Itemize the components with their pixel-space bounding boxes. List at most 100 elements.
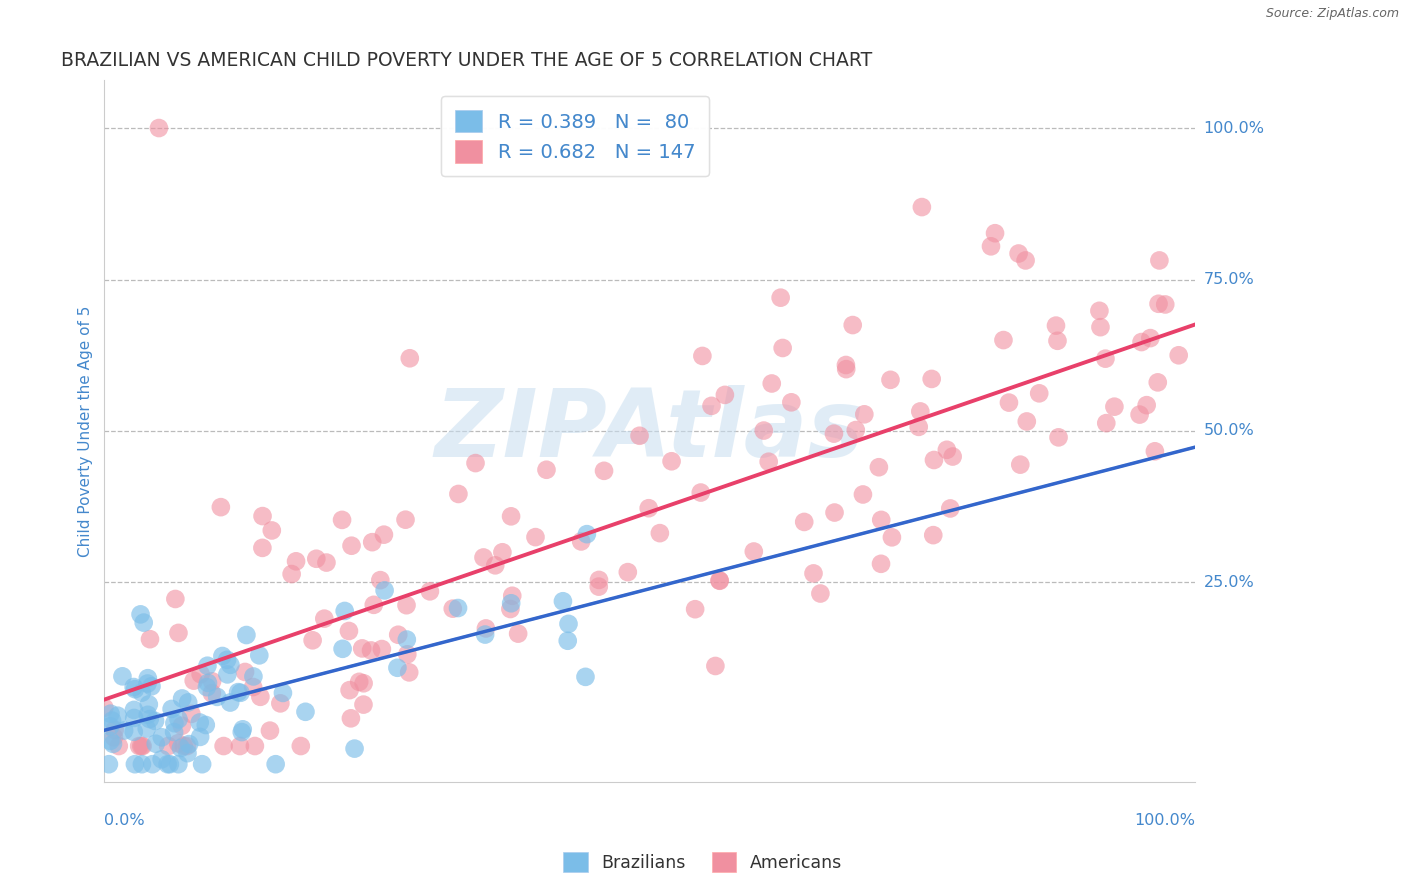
Point [231, 725, 253, 739]
Point [172, 691, 194, 706]
Point [211, 648, 233, 663]
Point [160, 702, 183, 716]
Point [145, 737, 167, 751]
Point [447, 601, 470, 615]
Point [1047, 430, 1070, 444]
Point [339, 683, 361, 698]
Point [575, 527, 598, 541]
Point [373, 527, 395, 541]
Point [183, 673, 205, 688]
Point [692, 349, 714, 363]
Point [180, 706, 202, 721]
Point [761, 376, 783, 391]
Point [163, 716, 186, 731]
Text: 25.0%: 25.0% [1204, 575, 1254, 590]
Point [803, 566, 825, 581]
Point [107, 739, 129, 753]
Point [157, 739, 180, 753]
Point [209, 500, 232, 515]
Point [419, 584, 441, 599]
Point [235, 628, 257, 642]
Text: 75.0%: 75.0% [1204, 272, 1254, 287]
Point [398, 665, 420, 680]
Text: 50.0%: 50.0% [1204, 424, 1254, 439]
Point [1045, 318, 1067, 333]
Point [536, 463, 558, 477]
Point [922, 453, 945, 467]
Y-axis label: Child Poverty Under the Age of 5: Child Poverty Under the Age of 5 [79, 305, 93, 557]
Point [501, 596, 523, 610]
Point [150, 731, 173, 745]
Point [131, 757, 153, 772]
Point [217, 667, 239, 681]
Point [557, 616, 579, 631]
Point [305, 551, 328, 566]
Point [628, 429, 651, 443]
Point [98, 734, 121, 748]
Point [370, 573, 392, 587]
Point [93, 700, 115, 714]
Point [138, 698, 160, 712]
Point [907, 420, 929, 434]
Point [475, 622, 498, 636]
Point [247, 648, 270, 663]
Point [177, 695, 200, 709]
Point [852, 487, 875, 501]
Point [159, 757, 181, 772]
Point [347, 674, 370, 689]
Point [588, 580, 610, 594]
Point [148, 121, 170, 136]
Point [1090, 320, 1112, 334]
Point [138, 712, 160, 726]
Point [472, 550, 495, 565]
Point [474, 627, 496, 641]
Point [176, 739, 198, 753]
Text: Source: ZipAtlas.com: Source: ZipAtlas.com [1265, 7, 1399, 21]
Point [271, 686, 294, 700]
Point [122, 711, 145, 725]
Point [835, 362, 858, 376]
Point [243, 739, 266, 753]
Point [742, 544, 765, 558]
Point [201, 674, 224, 689]
Point [709, 574, 731, 588]
Point [780, 395, 803, 409]
Point [700, 399, 723, 413]
Point [131, 685, 153, 699]
Point [264, 757, 287, 772]
Point [942, 450, 965, 464]
Point [97, 757, 120, 772]
Point [993, 333, 1015, 347]
Text: 100.0%: 100.0% [1135, 813, 1195, 828]
Point [499, 509, 522, 524]
Point [714, 388, 737, 402]
Point [315, 556, 337, 570]
Point [101, 714, 124, 728]
Point [588, 573, 610, 587]
Point [176, 746, 198, 760]
Point [998, 395, 1021, 409]
Point [340, 539, 363, 553]
Point [141, 757, 163, 772]
Point [179, 737, 201, 751]
Point [100, 706, 122, 721]
Point [574, 670, 596, 684]
Point [363, 598, 385, 612]
Point [340, 711, 363, 725]
Point [129, 739, 152, 753]
Text: 0.0%: 0.0% [104, 813, 145, 828]
Point [569, 534, 592, 549]
Point [935, 442, 957, 457]
Point [1094, 351, 1116, 366]
Point [167, 757, 190, 772]
Point [980, 239, 1002, 253]
Point [1015, 414, 1038, 428]
Point [330, 513, 353, 527]
Point [136, 707, 159, 722]
Point [129, 607, 152, 622]
Point [217, 653, 239, 667]
Point [484, 558, 506, 573]
Point [387, 628, 409, 642]
Point [879, 373, 901, 387]
Point [661, 454, 683, 468]
